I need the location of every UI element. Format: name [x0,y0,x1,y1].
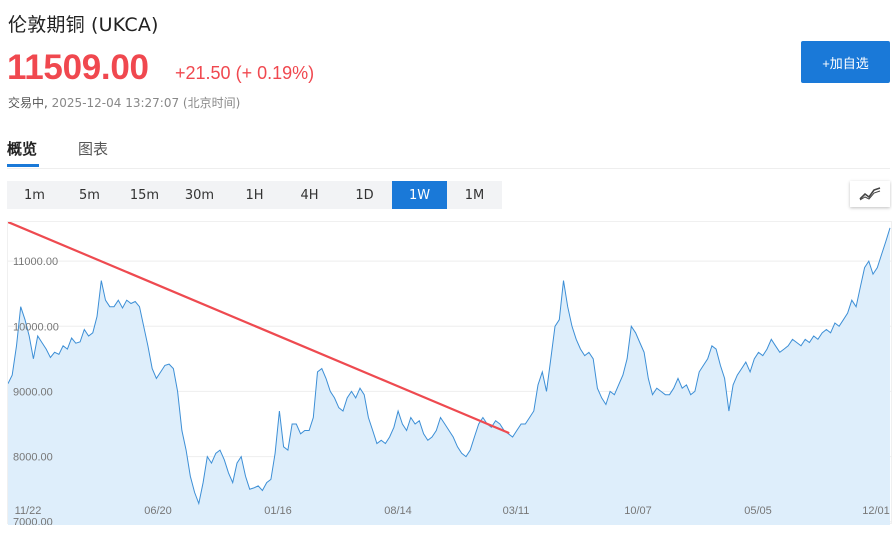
x-tick-label: 01/16 [264,505,292,517]
price-line [8,227,891,506]
add-watchlist-button[interactable]: +加自选 [801,41,890,83]
active-tab-indicator [7,164,39,167]
y-tick-label: 10000.00 [13,321,59,333]
current-price: 11509.00 [7,48,149,87]
x-tick-label: 06/20 [144,505,172,517]
tab-bar: 概览 图表 [7,128,890,169]
trading-status: 交易中, 2025-12-04 13:27:07 (北京时间) [8,94,240,111]
period-1h[interactable]: 1H [245,187,264,203]
chart-canvas: 7000.00 8000.00 9000.00 10000.00 11000.00 11/… [8,222,892,525]
change-amount: +21.50 [175,63,231,83]
y-tick-label: 8000.00 [13,452,53,464]
x-tick-label: 12/01 [862,505,890,517]
tab-chart[interactable]: 图表 [78,140,109,158]
period-4h[interactable]: 4H [300,187,319,203]
change-percent: (+ 0.19%) [235,63,315,83]
trend-arrow-shaft [8,222,510,434]
period-1d[interactable]: 1D [355,187,374,203]
period-5m[interactable]: 5m [79,187,100,203]
x-tick-label: 08/14 [384,505,412,517]
period-1mo[interactable]: 1M [464,187,485,203]
x-tick-label: 11/22 [15,505,42,517]
period-selector: 1m 5m 15m 30m 1H 4H 1D 1W 1M [7,181,502,209]
price-area-fill [8,227,890,525]
status-label: 交易中, [8,96,48,110]
y-tick-label: 7000.00 [13,517,53,525]
period-30m[interactable]: 30m [184,187,215,203]
chart-type-button[interactable] [850,181,890,207]
y-tick-label: 9000.00 [13,386,53,398]
line-chart-icon [859,187,881,201]
price-chart[interactable]: 7000.00 8000.00 9000.00 10000.00 11000.00 11/… [7,221,892,525]
period-1w[interactable]: 1W [392,181,447,209]
x-tick-label: 10/07 [624,505,652,517]
tab-overview[interactable]: 概览 [7,140,38,158]
x-tick-label: 03/11 [503,505,530,517]
y-tick-label: 11000.00 [13,256,58,268]
period-15m[interactable]: 15m [129,187,160,203]
instrument-title: 伦敦期铜 (UKCA) [8,14,159,36]
timestamp: 2025-12-04 13:27:07 (北京时间) [51,96,241,110]
price-change: +21.50 (+ 0.19%) [175,63,314,84]
x-tick-label: 05/05 [744,505,772,517]
period-1m[interactable]: 1m [24,187,45,203]
